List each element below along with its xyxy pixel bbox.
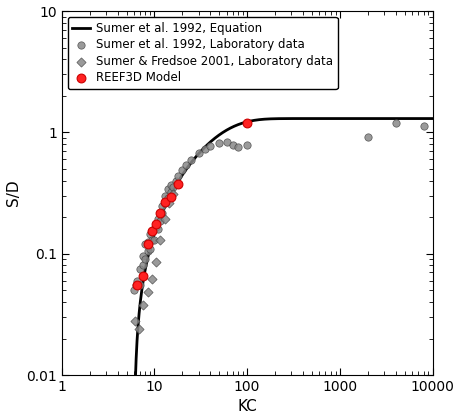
Sumer et al. 1992, Equation <box>252 118 258 123</box>
Sumer et al. 1992, Laboratory data <box>151 236 158 243</box>
Sumer et al. 1992, Laboratory data <box>187 157 195 163</box>
Sumer et al. 1992, Laboratory data <box>201 146 208 152</box>
Sumer et al. 1992, Laboratory data <box>139 262 146 269</box>
REEF3D Model <box>174 181 181 187</box>
Sumer et al. 1992, Laboratory data <box>174 172 181 179</box>
Sumer et al. 1992, Laboratory data <box>148 236 156 243</box>
Sumer et al. 1992, Equation <box>346 116 351 121</box>
Sumer et al. 1992, Laboratory data <box>182 161 190 168</box>
Sumer et al. 1992, Laboratory data <box>133 277 140 284</box>
Legend: Sumer et al. 1992, Equation, Sumer et al. 1992, Laboratory data, Sumer & Fredsoe: Sumer et al. 1992, Equation, Sumer et al… <box>67 17 337 89</box>
Sumer et al. 1992, Laboratory data <box>141 241 149 247</box>
Sumer & Fredsoe 2001, Laboratory data <box>131 318 139 324</box>
REEF3D Model <box>167 193 174 200</box>
Sumer et al. 1992, Laboratory data <box>132 282 139 289</box>
Sumer et al. 1992, Equation <box>364 116 369 121</box>
Sumer et al. 1992, Laboratory data <box>243 142 250 149</box>
Sumer et al. 1992, Laboratory data <box>169 184 177 190</box>
Sumer & Fredsoe 2001, Laboratory data <box>139 301 146 308</box>
Sumer et al. 1992, Equation <box>133 373 138 378</box>
Sumer et al. 1992, Laboratory data <box>158 210 165 217</box>
Sumer et al. 1992, Laboratory data <box>154 226 162 232</box>
Sumer et al. 1992, Laboratory data <box>161 200 168 207</box>
Sumer et al. 1992, Laboratory data <box>234 144 241 150</box>
Sumer et al. 1992, Equation <box>263 116 269 121</box>
Sumer et al. 1992, Laboratory data <box>229 142 236 148</box>
Y-axis label: S/D: S/D <box>6 180 21 206</box>
Sumer et al. 1992, Laboratory data <box>167 181 174 188</box>
Sumer et al. 1992, Laboratory data <box>164 194 171 201</box>
X-axis label: KC: KC <box>237 399 257 415</box>
Sumer et al. 1992, Laboratory data <box>161 192 168 199</box>
Sumer et al. 1992, Equation <box>163 202 168 207</box>
Sumer et al. 1992, Laboratory data <box>148 227 156 234</box>
Sumer et al. 1992, Laboratory data <box>144 248 151 255</box>
Sumer et al. 1992, Laboratory data <box>136 265 143 272</box>
Sumer et al. 1992, Laboratory data <box>154 215 162 222</box>
Sumer et al. 1992, Laboratory data <box>178 167 185 173</box>
Sumer & Fredsoe 2001, Laboratory data <box>161 215 168 222</box>
REEF3D Model <box>144 241 151 247</box>
Sumer et al. 1992, Laboratory data <box>215 140 223 147</box>
Sumer et al. 1992, Laboratory data <box>206 143 213 150</box>
Sumer & Fredsoe 2001, Laboratory data <box>169 191 177 197</box>
Sumer et al. 1992, Laboratory data <box>167 189 174 196</box>
Sumer et al. 1992, Laboratory data <box>156 218 163 225</box>
Sumer & Fredsoe 2001, Laboratory data <box>152 259 160 265</box>
REEF3D Model <box>139 273 146 280</box>
REEF3D Model <box>152 221 160 228</box>
REEF3D Model <box>156 210 163 217</box>
Sumer & Fredsoe 2001, Laboratory data <box>144 289 151 296</box>
Sumer et al. 1992, Laboratory data <box>223 139 230 146</box>
REEF3D Model <box>133 282 140 289</box>
Sumer et al. 1992, Laboratory data <box>146 245 153 252</box>
Sumer et al. 1992, Laboratory data <box>136 282 143 289</box>
Sumer et al. 1992, Laboratory data <box>158 203 165 210</box>
Sumer et al. 1992, Laboratory data <box>195 150 202 156</box>
Sumer et al. 1992, Laboratory data <box>146 231 153 237</box>
Sumer et al. 1992, Laboratory data <box>152 224 160 231</box>
REEF3D Model <box>148 227 156 234</box>
Sumer et al. 1992, Laboratory data <box>391 119 398 126</box>
Sumer et al. 1992, Equation <box>429 116 434 121</box>
Sumer & Fredsoe 2001, Laboratory data <box>135 326 142 332</box>
Sumer et al. 1992, Laboratory data <box>141 256 149 262</box>
Line: Sumer et al. 1992, Equation: Sumer et al. 1992, Equation <box>135 118 431 375</box>
Sumer & Fredsoe 2001, Laboratory data <box>156 236 163 243</box>
REEF3D Model <box>243 120 250 126</box>
Sumer et al. 1992, Laboratory data <box>164 186 171 193</box>
Sumer et al. 1992, Laboratory data <box>144 239 151 245</box>
REEF3D Model <box>161 199 168 206</box>
Sumer et al. 1992, Laboratory data <box>363 134 370 140</box>
Sumer & Fredsoe 2001, Laboratory data <box>148 276 156 282</box>
Sumer et al. 1992, Equation <box>369 116 375 121</box>
Sumer & Fredsoe 2001, Laboratory data <box>165 200 173 207</box>
Sumer et al. 1992, Laboratory data <box>172 178 179 185</box>
Sumer et al. 1992, Laboratory data <box>151 226 158 232</box>
Sumer et al. 1992, Equation <box>336 116 341 121</box>
Sumer et al. 1992, Laboratory data <box>419 123 426 129</box>
Sumer et al. 1992, Laboratory data <box>139 253 146 260</box>
Sumer et al. 1992, Laboratory data <box>130 287 137 294</box>
